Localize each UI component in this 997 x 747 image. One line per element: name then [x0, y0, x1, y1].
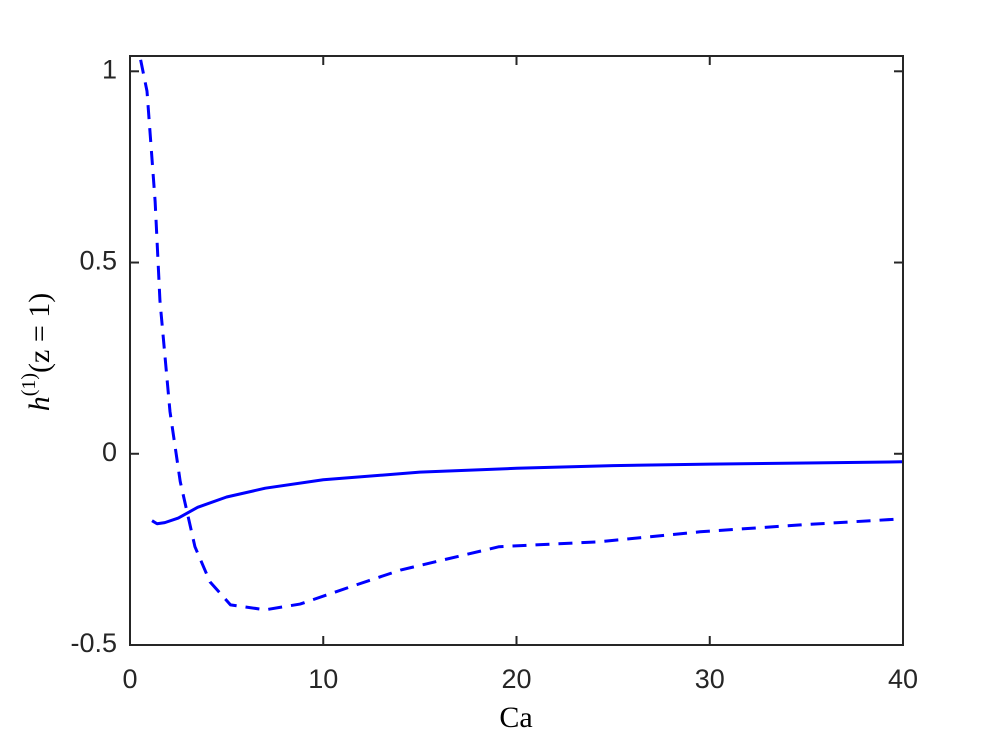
x-tick-label: 20	[501, 664, 531, 694]
x-tick-label: 30	[695, 664, 725, 694]
line-series	[139, 59, 903, 612]
y-label-rest: (z = 1)	[23, 293, 56, 373]
y-tick-label: 0	[102, 437, 117, 467]
y-tick-label: -0.5	[70, 628, 117, 658]
line-series	[151, 460, 903, 526]
x-tick-label: 10	[308, 664, 338, 694]
x-tick-label: 40	[888, 664, 918, 694]
y-label-sup: (1)	[18, 373, 40, 396]
y-label-base: h	[23, 396, 56, 411]
plot-area	[139, 59, 903, 612]
axes-box	[129, 55, 904, 646]
x-tick-label: 0	[122, 664, 137, 694]
y-tick-label: 0.5	[79, 246, 117, 276]
x-axis-label: Ca	[499, 701, 532, 734]
y-axis-label: h(1)(z = 1)	[18, 293, 56, 412]
y-tick-label: 1	[102, 54, 117, 84]
